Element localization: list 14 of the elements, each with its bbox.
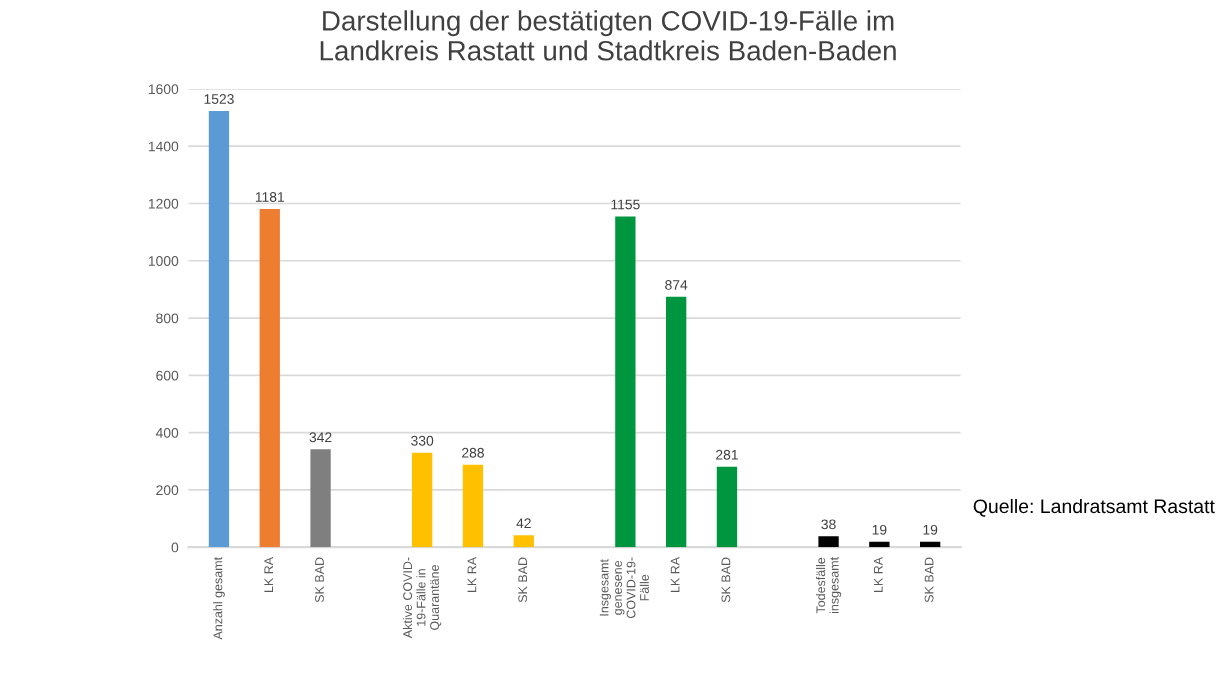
bar	[513, 535, 534, 548]
bar	[462, 464, 484, 548]
bar	[615, 216, 636, 548]
bar	[716, 466, 738, 548]
bar	[666, 296, 687, 548]
chart-title: Darstellung der bestätigten COVID-19-Fälle im Landkreis Rastatt und Stadtkreis Baden-Baden	[320, 10, 896, 61]
bar	[259, 208, 280, 548]
bar	[412, 452, 433, 548]
source-note: Quelle: Landratsamt Rastatt	[973, 498, 1215, 517]
bar	[208, 110, 230, 548]
bar	[920, 541, 941, 548]
bar	[818, 536, 839, 548]
bar	[869, 541, 890, 548]
bar	[310, 449, 331, 548]
